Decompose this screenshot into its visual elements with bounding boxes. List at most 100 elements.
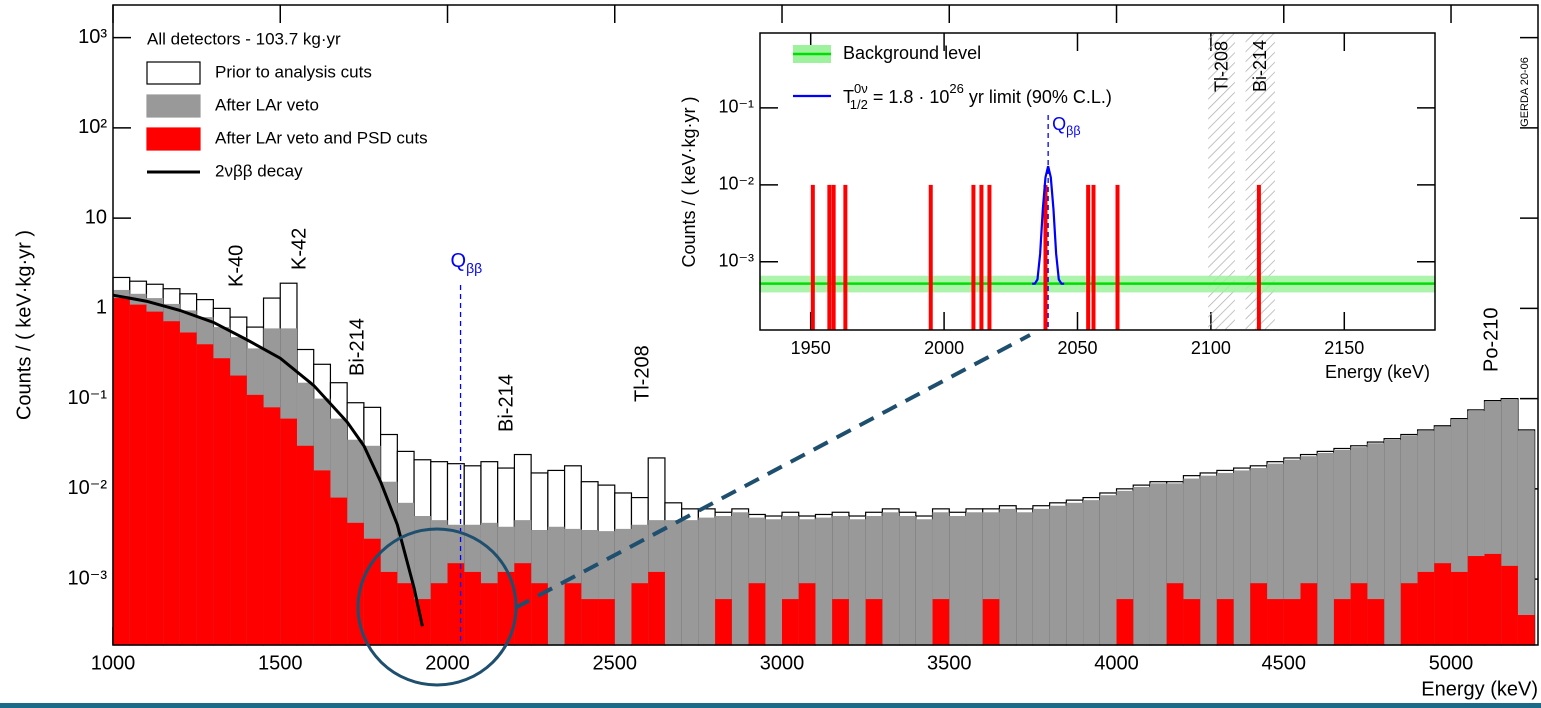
histogram-bar	[263, 407, 281, 645]
histogram-bar	[932, 599, 950, 645]
histogram-bar	[1333, 599, 1351, 645]
x-axis-label: Energy (keV)	[1421, 678, 1538, 700]
x-tick-label: 2000	[924, 338, 964, 358]
x-tick-label: 2150	[1324, 338, 1364, 358]
histogram-bar	[547, 526, 565, 645]
histogram-bar	[681, 520, 699, 645]
footer-bar	[0, 703, 1541, 708]
histogram-bar	[765, 519, 783, 645]
histogram-bar	[464, 571, 481, 645]
histogram-bar	[380, 571, 398, 645]
histogram-bar	[1166, 583, 1184, 645]
histogram-bar	[631, 583, 649, 645]
histogram-bar	[1400, 583, 1418, 645]
histogram-bar	[497, 571, 515, 645]
zoom-connector	[514, 333, 1031, 610]
legend-label: After LAr veto	[215, 95, 319, 114]
histogram-bar	[698, 517, 716, 645]
histogram-bar	[1384, 439, 1401, 645]
histogram-bar	[179, 332, 197, 645]
histogram-bar	[1467, 556, 1485, 645]
qbb-symbol: Q	[1052, 114, 1066, 134]
histogram-bar	[1317, 452, 1334, 645]
y-tick-label: 1	[96, 297, 107, 319]
y-tick-label: 10⁻³	[718, 251, 754, 271]
peak-label: Po-210	[1480, 308, 1502, 373]
qbb-label: Qββ	[451, 250, 483, 275]
histogram-bar	[1133, 486, 1150, 645]
y-tick-label: 10⁻¹	[68, 387, 108, 409]
peak-label: K-40	[225, 245, 247, 287]
histogram-bar	[1300, 583, 1318, 645]
histogram-bar	[1116, 599, 1134, 645]
qbb-label: Qββ	[1052, 114, 1081, 139]
legend-text: yr limit (90% C.L.)	[964, 87, 1112, 107]
histogram-bar	[531, 583, 548, 645]
histogram-bar	[982, 599, 1000, 645]
legend-superscript: 0ν	[854, 81, 868, 96]
histogram-bar	[1032, 508, 1050, 645]
histogram-bar	[664, 520, 682, 645]
qbb-subscript: ββ	[1066, 124, 1081, 138]
histogram-bar	[899, 516, 916, 645]
histogram-bar	[648, 571, 665, 645]
histogram-bar	[313, 470, 331, 645]
histogram-bar	[113, 298, 130, 645]
histogram-bar	[832, 599, 849, 645]
histogram-bar	[1267, 599, 1284, 645]
histogram-bar	[915, 519, 933, 645]
histogram-bar	[782, 599, 799, 645]
histogram-bar	[1367, 599, 1385, 645]
histogram-bar	[230, 375, 247, 645]
histogram-bar	[1216, 599, 1234, 645]
x-tick-label: 4000	[1094, 652, 1139, 674]
histogram-bar	[999, 508, 1017, 645]
histogram-bar	[1183, 599, 1201, 645]
y-axis-label: Counts / ( keV·kg·yr )	[13, 230, 35, 420]
histogram-bar	[330, 497, 348, 645]
histogram-bar	[949, 516, 966, 645]
x-tick-label: 4500	[1262, 652, 1307, 674]
histogram-bar	[280, 418, 297, 645]
histogram-bar	[848, 519, 866, 645]
qbb-symbol: Q	[451, 250, 467, 272]
histogram-bar	[598, 599, 615, 645]
histogram-bar	[430, 583, 448, 645]
legend-label: After LAr veto and PSD cuts	[215, 128, 428, 147]
histogram-bar	[363, 538, 381, 645]
y-tick-label: 10²	[78, 116, 107, 138]
legend-label: T0ν 1/2 = 1.8 · 1026 yr limit (90% C.L.)	[843, 81, 1112, 112]
x-tick-label: 2100	[1191, 338, 1231, 358]
x-tick-label: 2500	[593, 652, 638, 674]
histogram-bar	[965, 512, 983, 645]
histogram-bar	[614, 528, 632, 645]
histogram-bar	[1350, 583, 1368, 645]
y-axis-label: Counts / ( keV·kg·yr )	[679, 96, 699, 267]
peak-label: Tl-208	[631, 345, 653, 402]
legend-label: 2νββ decay	[215, 161, 303, 180]
stamp: GERDA 20-06	[1519, 57, 1531, 127]
peak-label: K-42	[288, 228, 310, 270]
histogram-bar	[1200, 475, 1217, 645]
limit-curve	[1032, 165, 1065, 285]
histogram-bar	[1099, 495, 1117, 645]
y-tick-label: 10⁻²	[68, 477, 108, 499]
y-tick-label: 10⁻²	[718, 174, 754, 194]
x-tick-label: 3500	[927, 652, 972, 674]
legend-superscript: 26	[949, 81, 963, 96]
histogram-bar	[1417, 571, 1435, 645]
legend-label: Prior to analysis cuts	[215, 62, 372, 81]
histogram-bar	[731, 512, 749, 645]
histogram-bar	[715, 599, 732, 645]
histogram-bar	[1250, 583, 1268, 645]
x-tick-label: 2000	[425, 652, 470, 674]
excluded-label: Tl-208	[1211, 41, 1231, 92]
decay-curve	[112, 293, 424, 627]
histogram-bar	[748, 583, 766, 645]
legend-text: T	[843, 87, 854, 107]
histogram-bar	[1083, 500, 1100, 645]
legend-swatch	[146, 61, 201, 85]
peak-label: Bi-214	[495, 374, 517, 432]
histogram-bar	[196, 344, 214, 645]
excluded-label: Bi-214	[1250, 40, 1270, 92]
